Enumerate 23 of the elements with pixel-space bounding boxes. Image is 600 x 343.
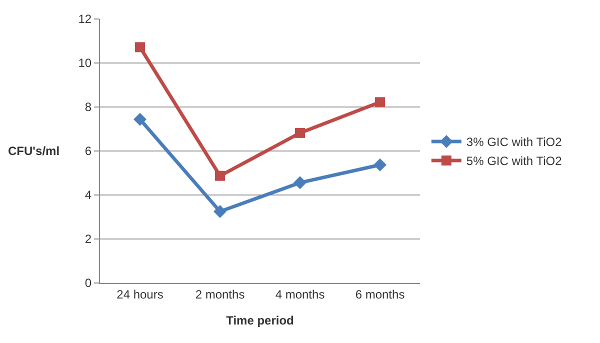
x-tick-label: 4 months (275, 287, 325, 302)
legend-label: 3% GIC with TiO2 (466, 135, 562, 150)
point (215, 170, 225, 181)
legend-label: 5% GIC with TiO2 (466, 154, 562, 168)
point (135, 42, 145, 52)
x-tick-label: 24 hours (116, 287, 164, 302)
x-tick-label: 2 months (195, 287, 245, 302)
y-tick-label: 6 (84, 144, 92, 158)
point (375, 97, 385, 108)
point (294, 176, 306, 190)
y-tick-label: 8 (84, 100, 92, 114)
point (374, 158, 386, 172)
y-tick-label: 4 (84, 188, 92, 202)
y-tick-label: 10 (78, 56, 92, 70)
y-tick-label: 12 (78, 12, 92, 26)
y-tick-label: 0 (84, 276, 92, 290)
y-tick-label: 2 (84, 232, 92, 246)
x-tick-label: 6 months (355, 287, 405, 302)
y-axis-title: CFU's/ml (8, 144, 60, 158)
point (295, 128, 305, 138)
x-axis-title: Time period (226, 313, 294, 328)
point (134, 112, 146, 126)
point (214, 205, 226, 218)
